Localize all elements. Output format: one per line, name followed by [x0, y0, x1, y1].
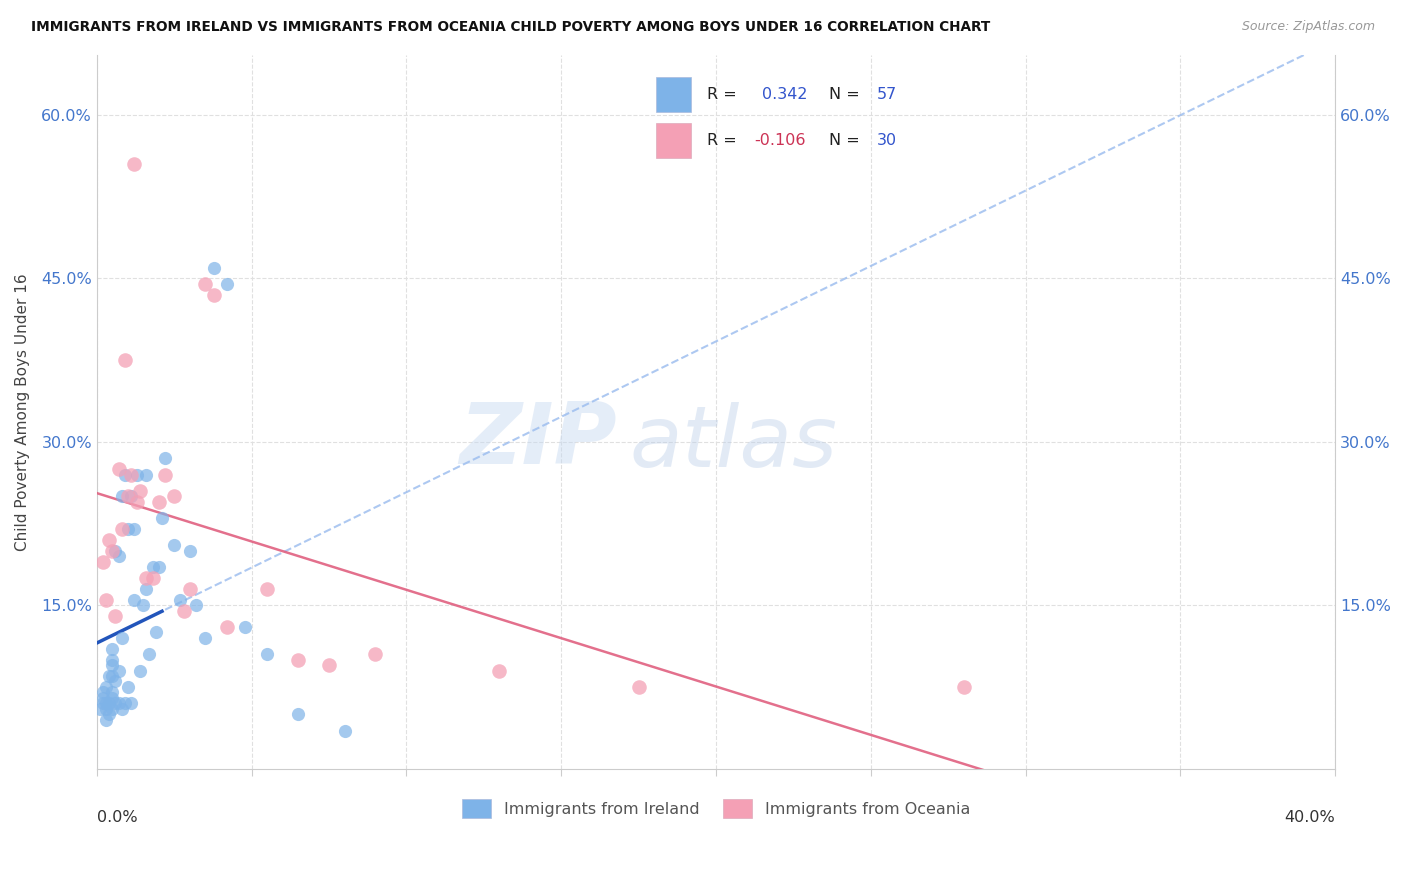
- Point: [627, 680, 650, 694]
- Point: [235, 620, 257, 634]
- Point: [117, 680, 139, 694]
- Point: [256, 582, 278, 596]
- Point: [110, 702, 132, 716]
- Y-axis label: Child Poverty Among Boys Under 16: Child Poverty Among Boys Under 16: [15, 273, 30, 550]
- Point: [142, 571, 165, 585]
- Point: [952, 680, 974, 694]
- Point: [287, 653, 309, 667]
- Text: IMMIGRANTS FROM IRELAND VS IMMIGRANTS FROM OCEANIA CHILD POVERTY AMONG BOYS UNDE: IMMIGRANTS FROM IRELAND VS IMMIGRANTS FR…: [31, 20, 990, 34]
- Point: [104, 609, 127, 624]
- Point: [135, 571, 157, 585]
- Point: [107, 696, 129, 710]
- Point: [142, 560, 165, 574]
- Point: [150, 511, 173, 525]
- Point: [91, 685, 114, 699]
- Point: [94, 696, 117, 710]
- Text: 0.0%: 0.0%: [97, 810, 138, 825]
- Point: [94, 702, 117, 716]
- Point: [135, 582, 157, 596]
- Point: [148, 560, 170, 574]
- Point: [179, 582, 201, 596]
- Point: [122, 157, 145, 171]
- Point: [110, 631, 132, 645]
- Point: [204, 260, 226, 275]
- Point: [114, 696, 136, 710]
- Point: [94, 713, 117, 727]
- Point: [318, 658, 340, 673]
- Point: [256, 647, 278, 661]
- Point: [98, 696, 121, 710]
- Point: [107, 462, 129, 476]
- Point: [101, 702, 124, 716]
- Point: [104, 696, 127, 710]
- Point: [107, 549, 129, 564]
- Point: [122, 592, 145, 607]
- Point: [194, 277, 217, 291]
- Point: [91, 696, 114, 710]
- Point: [127, 495, 149, 509]
- Point: [104, 674, 127, 689]
- Point: [148, 495, 170, 509]
- Point: [120, 696, 142, 710]
- Point: [215, 620, 238, 634]
- Point: [91, 690, 114, 705]
- Point: [101, 685, 124, 699]
- Point: [98, 533, 121, 547]
- Point: [127, 467, 149, 482]
- Point: [184, 599, 207, 613]
- Point: [104, 543, 127, 558]
- Point: [98, 707, 121, 722]
- Point: [120, 467, 142, 482]
- Point: [129, 483, 152, 498]
- Point: [163, 489, 186, 503]
- Point: [120, 489, 142, 503]
- Point: [101, 543, 124, 558]
- Point: [204, 287, 226, 301]
- Point: [101, 690, 124, 705]
- Point: [138, 647, 160, 661]
- Text: Source: ZipAtlas.com: Source: ZipAtlas.com: [1241, 20, 1375, 33]
- Point: [215, 277, 238, 291]
- Point: [153, 451, 176, 466]
- Point: [132, 599, 155, 613]
- Point: [117, 489, 139, 503]
- Point: [114, 467, 136, 482]
- Point: [98, 669, 121, 683]
- Point: [173, 604, 195, 618]
- Point: [145, 625, 167, 640]
- Point: [107, 664, 129, 678]
- Point: [122, 522, 145, 536]
- Point: [169, 592, 191, 607]
- Point: [333, 723, 356, 738]
- Point: [110, 489, 132, 503]
- Point: [110, 522, 132, 536]
- Point: [91, 555, 114, 569]
- Text: atlas: atlas: [630, 402, 838, 485]
- Point: [153, 467, 176, 482]
- Point: [194, 631, 217, 645]
- Point: [101, 669, 124, 683]
- Point: [94, 680, 117, 694]
- Point: [117, 522, 139, 536]
- Point: [114, 353, 136, 368]
- Text: 40.0%: 40.0%: [1285, 810, 1336, 825]
- Point: [163, 538, 186, 552]
- Point: [101, 653, 124, 667]
- Point: [101, 658, 124, 673]
- Point: [89, 702, 111, 716]
- Point: [101, 641, 124, 656]
- Point: [287, 707, 309, 722]
- Point: [94, 592, 117, 607]
- Point: [488, 664, 510, 678]
- Text: ZIP: ZIP: [460, 399, 617, 482]
- Point: [129, 664, 152, 678]
- Point: [364, 647, 387, 661]
- Legend: Immigrants from Ireland, Immigrants from Oceania: Immigrants from Ireland, Immigrants from…: [456, 793, 976, 825]
- Point: [135, 467, 157, 482]
- Point: [179, 543, 201, 558]
